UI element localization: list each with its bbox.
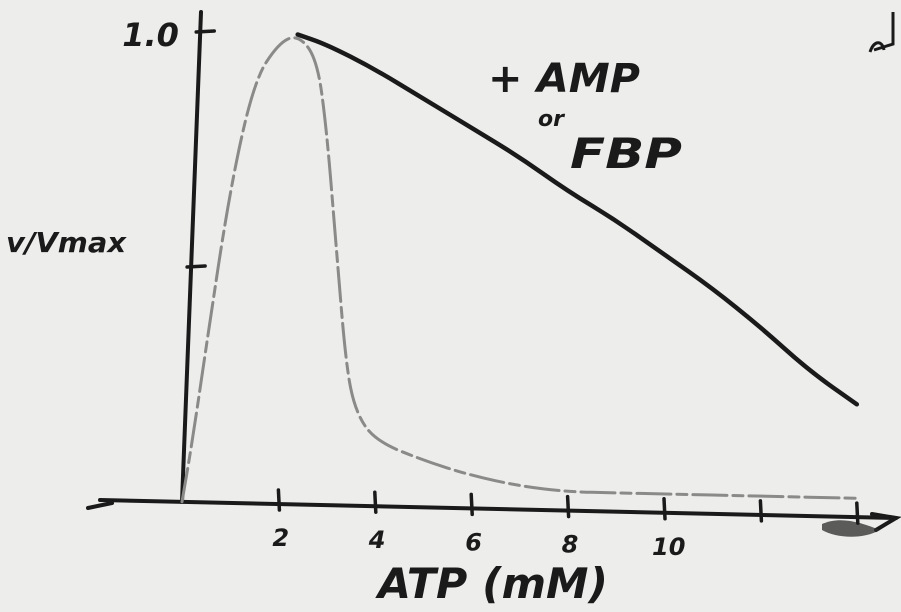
x-axis-arrow-left [86,501,114,510]
x-tick-label-3: 8 [562,531,579,559]
x-axis-label: ATP (mM) [375,559,608,608]
series-line-0 [295,32,860,407]
y-tick-0 [185,264,207,269]
x-tick-0 [276,488,282,512]
x-tick-label-2: 6 [465,528,482,556]
annotation-line2: or [538,107,565,132]
x-tick-3 [565,494,571,519]
annotation-line3: FBP [570,129,682,178]
x-axis [98,498,898,520]
x-axis-arrow-right [870,512,901,532]
y-axis [180,10,203,504]
x-tick-5 [758,499,764,523]
series-line-1 [180,36,859,504]
axis-smudge [822,520,880,537]
corner-mark [868,12,895,53]
x-tick-label-0: 2 [272,524,289,552]
x-tick-4 [662,497,667,521]
x-tick-1 [373,490,378,514]
ticks: 2 4 6 8 10 1.0 [122,16,860,561]
x-tick-label-4: 10 [652,533,685,561]
y-tick-label-1: 1.0 [122,16,179,54]
x-tick-2 [469,492,474,517]
series-group [180,32,860,504]
x-tick-6 [855,501,860,525]
annotation-line1: + AMP [488,56,640,102]
y-axis-label: v/Vmax [6,226,127,259]
x-tick-label-1: 4 [368,526,386,554]
y-tick-1 [194,29,216,34]
